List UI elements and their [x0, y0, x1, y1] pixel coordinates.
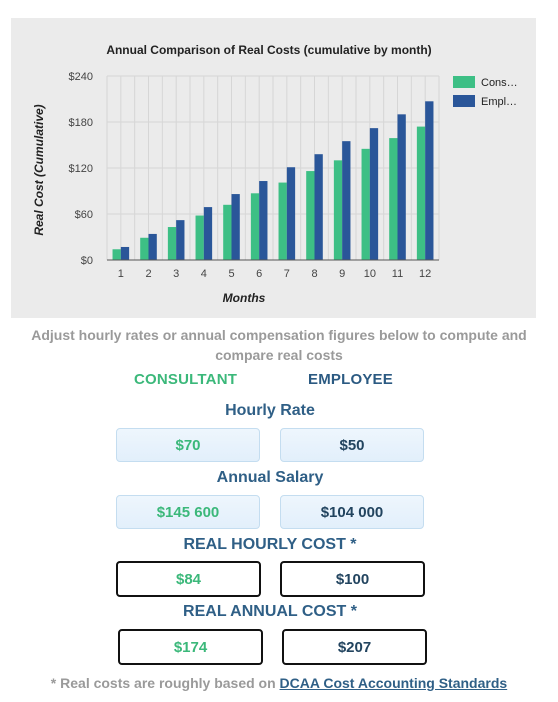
bar-employee — [120, 246, 130, 260]
employee-real-annual-cost: $207 — [282, 629, 427, 665]
dcaa-standards-link[interactable]: DCAA Cost Accounting Standards — [279, 675, 508, 691]
bar-consultant — [140, 237, 149, 260]
bar-employee — [369, 128, 379, 260]
cost-chart: Annual Comparison of Real Costs (cumulat… — [32, 43, 518, 305]
bar-consultant — [361, 148, 370, 260]
chart-title: Annual Comparison of Real Costs (cumulat… — [106, 43, 431, 57]
bar-employee — [259, 181, 268, 260]
bar-employee — [397, 114, 406, 260]
bar-employee — [425, 101, 434, 260]
y-tick-label: $60 — [75, 209, 93, 221]
bar-consultant — [223, 204, 232, 260]
consultant-real-annual-cost: $174 — [118, 629, 263, 665]
employee-real-hourly-cost: $100 — [280, 561, 425, 597]
bar-consultant — [333, 160, 343, 260]
bars — [112, 101, 434, 260]
bar-consultant — [167, 227, 177, 260]
x-tick-label: 8 — [311, 268, 317, 280]
employee-annual-salary-input[interactable]: $104 000 — [280, 495, 424, 529]
bar-consultant — [416, 126, 426, 260]
bar-employee — [231, 194, 240, 260]
employee-column-header: EMPLOYEE — [308, 371, 393, 388]
legend: Cons… Empl… — [453, 76, 518, 108]
bar-consultant — [195, 215, 204, 260]
real-hourly-cost-title: REAL HOURLY COST * — [183, 536, 357, 553]
x-tick-label: 12 — [419, 268, 431, 280]
consultant-hourly-rate-input[interactable]: $70 — [116, 428, 260, 462]
legend-label: Empl… — [481, 96, 517, 108]
x-tick-label: 9 — [339, 268, 345, 280]
consultant-real-hourly-cost: $84 — [116, 561, 261, 597]
chart-panel: Annual Comparison of Real Costs (cumulat… — [11, 18, 536, 318]
y-axis-title: Real Cost (Cumulative) — [32, 104, 46, 235]
x-tick-label: 11 — [392, 268, 403, 280]
bar-consultant — [306, 171, 315, 260]
bar-employee — [286, 167, 296, 260]
hourly-rate-title: Hourly Rate — [225, 402, 315, 419]
y-tick-label: $240 — [69, 71, 93, 83]
legend-swatch — [453, 76, 475, 88]
bar-consultant — [250, 193, 260, 260]
x-tick-label: 3 — [173, 268, 179, 280]
legend-swatch — [453, 95, 475, 107]
bar-employee — [314, 154, 323, 260]
bar-consultant — [389, 138, 398, 260]
x-tick-label: 1 — [118, 268, 124, 280]
y-tick-label: $180 — [69, 117, 93, 129]
employee-hourly-rate-input[interactable]: $50 — [280, 428, 424, 462]
y-tick-label: $0 — [81, 255, 93, 267]
footnote-text: * Real costs are roughly based on — [50, 675, 280, 691]
x-tick-label: 6 — [256, 268, 262, 280]
x-tick-label: 7 — [284, 268, 290, 280]
bar-consultant — [278, 182, 287, 260]
consultant-column-header: CONSULTANT — [134, 371, 238, 388]
real-annual-cost-title: REAL ANNUAL COST * — [183, 603, 357, 620]
instructions-text: Adjust hourly rates or annual compensati… — [31, 327, 527, 363]
x-tick-label: 10 — [364, 268, 376, 280]
consultant-annual-salary-input[interactable]: $145 600 — [116, 495, 260, 529]
x-tick-label: 2 — [145, 268, 151, 280]
annual-salary-title: Annual Salary — [216, 469, 324, 486]
legend-label: Cons… — [481, 77, 518, 89]
y-tick-label: $120 — [69, 163, 93, 175]
footnote: * Real costs are roughly based on DCAA C… — [0, 675, 558, 691]
bar-employee — [203, 207, 213, 260]
x-tick-label: 4 — [201, 268, 207, 280]
bar-consultant — [112, 249, 121, 260]
x-tick-label: 5 — [228, 268, 234, 280]
bar-employee — [148, 233, 157, 260]
bar-employee — [342, 141, 351, 260]
bar-employee — [176, 220, 185, 260]
x-axis-title: Months — [223, 291, 266, 305]
